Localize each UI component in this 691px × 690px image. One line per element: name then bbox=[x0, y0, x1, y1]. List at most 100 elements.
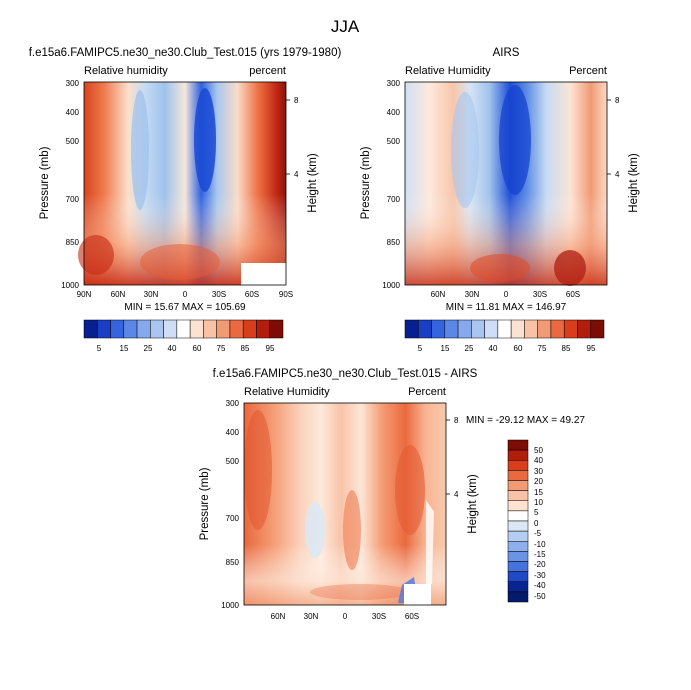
colorbar-swatch bbox=[507, 571, 529, 582]
panel-difference-minmax: MIN = -29.12 MAX = 49.27 bbox=[466, 415, 585, 426]
colorbar-model-labels: 5 15 25 40 60 75 85 95 bbox=[97, 344, 275, 353]
y-tick-label: 500 bbox=[66, 137, 80, 146]
colorbar-difference-labels: 50 40 30 20 15 10 5 0 -5 -10 -15 -20 -30… bbox=[534, 446, 546, 601]
colorbar-label: 15 bbox=[120, 344, 129, 353]
panel-model-minmax: MIN = 15.67 MAX = 105.69 bbox=[124, 302, 246, 313]
x-tick-label: 30S bbox=[372, 612, 386, 621]
panel-model-ylabel: Pressure (mb) bbox=[39, 146, 51, 219]
y-tick-label: 700 bbox=[226, 514, 240, 523]
height-tick-label: 8 bbox=[294, 96, 299, 105]
colorbar-label: -20 bbox=[534, 560, 546, 569]
colorbar-swatch bbox=[507, 470, 529, 481]
x-tick-label: 0 bbox=[183, 290, 188, 299]
colorbar-swatch bbox=[577, 319, 591, 339]
x-tick-label: 0 bbox=[504, 290, 509, 299]
y-tick-label: 1000 bbox=[61, 281, 79, 290]
panel-difference-xticks: 60N 30N 0 30S 60S bbox=[271, 612, 419, 621]
panel-model-height-ticks: 8 4 bbox=[286, 96, 299, 179]
colorbar-label: -40 bbox=[534, 581, 546, 590]
height-tick-label: 4 bbox=[615, 170, 620, 179]
colorbar-swatch bbox=[444, 319, 459, 339]
colorbar-swatch bbox=[507, 510, 529, 522]
colorbar-swatch bbox=[507, 480, 529, 491]
colorbar-swatch bbox=[418, 319, 432, 339]
panel-airs-xticks: 60N 30N 0 30S 60S bbox=[431, 290, 580, 299]
colorbar-swatch bbox=[507, 561, 529, 572]
y-tick-label: 1000 bbox=[382, 281, 400, 290]
colorbar-swatch bbox=[216, 319, 231, 339]
colorbar-swatch bbox=[163, 319, 178, 339]
colorbar-swatch bbox=[507, 520, 529, 532]
colorbar-label: 40 bbox=[534, 456, 543, 465]
panel-airs-title: AIRS bbox=[493, 47, 520, 59]
colorbar-label: 60 bbox=[193, 344, 202, 353]
panel-airs-left-label: Relative Humidity bbox=[405, 65, 491, 77]
colorbar-swatch bbox=[537, 319, 552, 339]
colorbar-airs-labels: 5 15 25 40 60 75 85 95 bbox=[418, 344, 596, 353]
panel-airs-height-ticks: 8 4 bbox=[607, 96, 620, 179]
colorbar-swatch bbox=[507, 541, 529, 552]
panel-difference-yticks: 300 400 500 700 850 1000 bbox=[221, 399, 239, 610]
y-tick-label: 850 bbox=[387, 238, 401, 247]
colorbar-label: 85 bbox=[241, 344, 250, 353]
x-tick-label: 60S bbox=[405, 612, 419, 621]
colorbar-swatch bbox=[507, 490, 529, 501]
colorbar-swatch bbox=[550, 319, 565, 339]
colorbar-label: 15 bbox=[441, 344, 450, 353]
height-tick-label: 8 bbox=[454, 416, 459, 425]
y-tick-label: 300 bbox=[66, 79, 80, 88]
colorbar-label: 95 bbox=[587, 344, 596, 353]
height-tick-label: 4 bbox=[454, 490, 459, 499]
colorbar-label: 5 bbox=[534, 508, 539, 517]
y-tick-label: 300 bbox=[226, 399, 240, 408]
panel-difference-plot bbox=[243, 402, 447, 606]
colorbar-label: -5 bbox=[534, 529, 542, 538]
colorbar-swatch bbox=[269, 319, 284, 339]
panel-model-title: f.e15a6.FAMIPC5.ne30_ne30.Club_Test.015 … bbox=[29, 47, 342, 59]
panel-difference: f.e15a6.FAMIPC5.ne30_ne30.Club_Test.015 … bbox=[199, 368, 585, 621]
y-tick-label: 400 bbox=[387, 108, 401, 117]
colorbar-swatch bbox=[256, 319, 270, 339]
y-tick-label: 400 bbox=[66, 108, 80, 117]
panel-difference-ylabel: Pressure (mb) bbox=[199, 467, 211, 540]
colorbar-swatch bbox=[404, 319, 419, 339]
colorbar-label: 25 bbox=[144, 344, 153, 353]
height-tick-label: 8 bbox=[615, 96, 620, 105]
colorbar-label: 5 bbox=[97, 344, 102, 353]
panel-difference-height-ticks: 8 4 bbox=[446, 416, 459, 499]
colorbar-swatch bbox=[507, 581, 529, 593]
colorbar-swatch bbox=[524, 319, 538, 339]
colorbar-label: 95 bbox=[266, 344, 275, 353]
panel-model-right-label: percent bbox=[249, 65, 286, 77]
colorbar-swatch bbox=[83, 319, 98, 339]
colorbar-swatch bbox=[97, 319, 111, 339]
x-tick-label: 60N bbox=[431, 290, 446, 299]
colorbar-model: 5 15 25 40 60 75 85 95 bbox=[83, 319, 284, 353]
x-tick-label: 60N bbox=[271, 612, 286, 621]
height-tick-label: 4 bbox=[294, 170, 299, 179]
colorbar-label: 5 bbox=[418, 344, 423, 353]
y-tick-label: 400 bbox=[226, 428, 240, 437]
colorbar-swatch bbox=[176, 319, 191, 339]
y-tick-label: 850 bbox=[66, 238, 80, 247]
panel-model: f.e15a6.FAMIPC5.ne30_ne30.Club_Test.015 … bbox=[29, 47, 342, 353]
panel-airs-minmax: MIN = 11.81 MAX = 146.97 bbox=[446, 302, 567, 313]
colorbar-difference: 50 40 30 20 15 10 5 0 -5 -10 -15 -20 -30… bbox=[507, 439, 546, 603]
colorbar-label: -30 bbox=[534, 571, 546, 580]
y-tick-label: 850 bbox=[226, 558, 240, 567]
colorbar-swatch bbox=[497, 319, 512, 339]
colorbar-swatch bbox=[431, 319, 446, 339]
panel-airs-plot bbox=[404, 81, 608, 286]
x-tick-label: 90N bbox=[77, 290, 92, 299]
panel-model-yticks: 300 400 500 700 850 1000 bbox=[61, 79, 79, 290]
colorbar-label: 10 bbox=[534, 498, 543, 507]
colorbar-label: 40 bbox=[168, 344, 177, 353]
y-tick-label: 300 bbox=[387, 79, 401, 88]
x-tick-label: 30N bbox=[144, 290, 159, 299]
page-title: JJA bbox=[331, 17, 360, 36]
x-tick-label: 90S bbox=[279, 290, 293, 299]
y-tick-label: 500 bbox=[226, 457, 240, 466]
colorbar-label: 60 bbox=[514, 344, 523, 353]
x-tick-label: 60S bbox=[245, 290, 259, 299]
colorbar-swatch bbox=[507, 439, 529, 451]
